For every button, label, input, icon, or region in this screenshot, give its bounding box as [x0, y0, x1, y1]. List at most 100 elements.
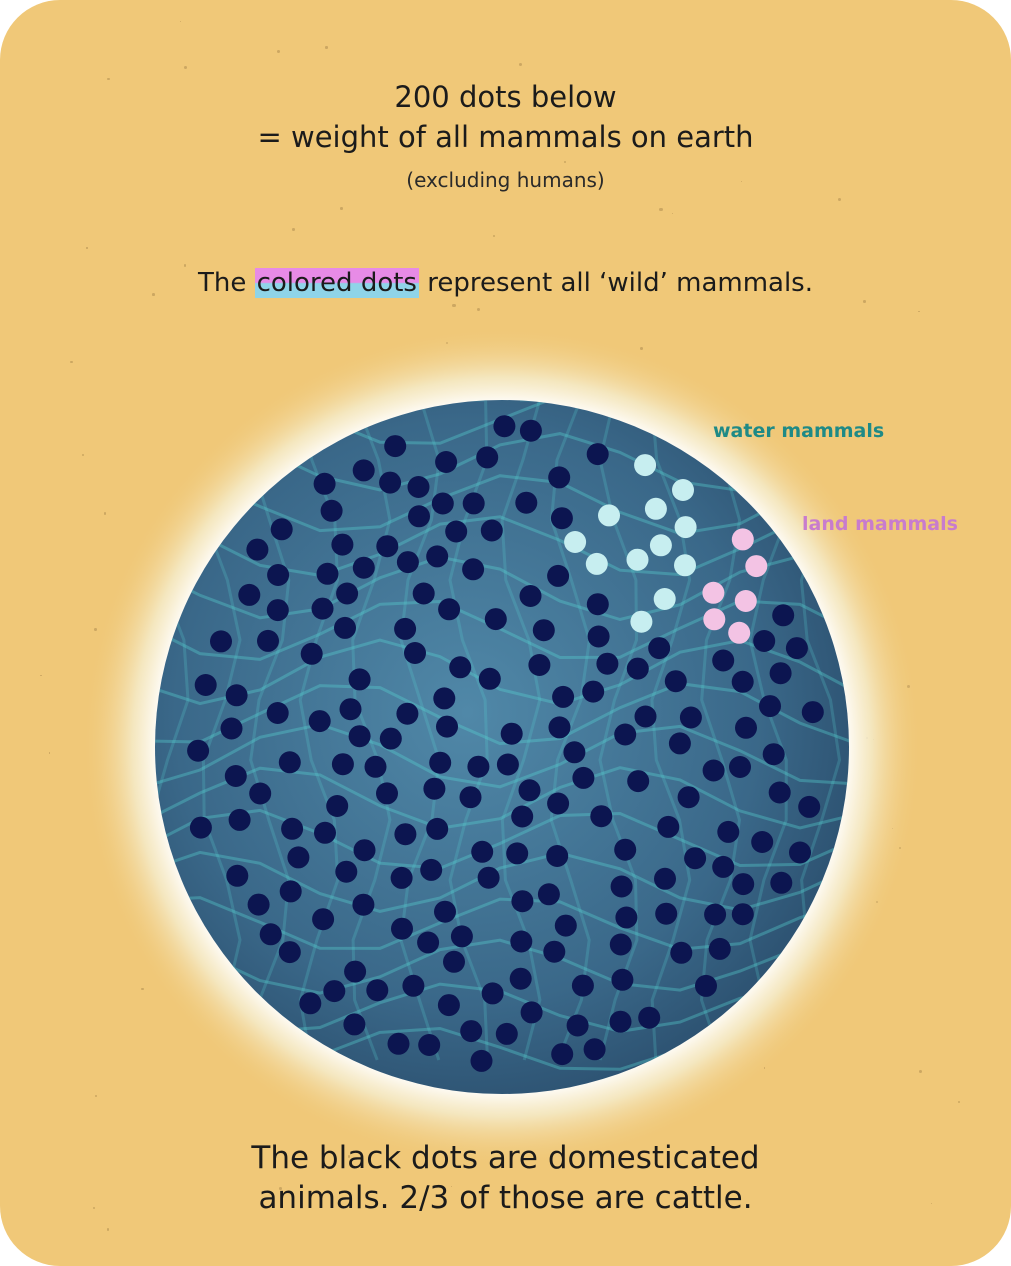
- domesticated-dot: [500, 722, 523, 745]
- domesticated-dot: [348, 668, 371, 691]
- domesticated-dot: [695, 974, 717, 997]
- domesticated-dot: [287, 846, 310, 869]
- domesticated-dot: [470, 1049, 493, 1072]
- domesticated-dot: [433, 687, 456, 710]
- domesticated-dot: [429, 751, 452, 774]
- domesticated-dot: [586, 443, 609, 466]
- ripple-line: [155, 599, 849, 661]
- domesticated-dot: [278, 751, 301, 774]
- paper-speck: [450, 1185, 453, 1188]
- domesticated-dot: [493, 415, 516, 438]
- intro-text: The colored dots represent all ‘wild’ ma…: [0, 268, 1011, 298]
- domesticated-dot: [312, 908, 335, 931]
- domesticated-dot: [449, 656, 472, 679]
- water-mammal-dot: [626, 548, 649, 571]
- domesticated-dot: [731, 903, 754, 926]
- domesticated-dot: [708, 937, 731, 960]
- domesticated-dot: [668, 732, 691, 755]
- paper-speck: [452, 303, 456, 308]
- domesticated-dot: [467, 755, 490, 778]
- domesticated-dot: [376, 535, 399, 558]
- paper-speck: [278, 1186, 282, 1190]
- domesticated-dot: [445, 520, 468, 543]
- domesticated-dot: [189, 816, 212, 839]
- domesticated-dot: [423, 777, 446, 800]
- land-mammal-dot: [728, 621, 751, 644]
- domesticated-dot: [316, 562, 339, 585]
- domesticated-dot: [509, 967, 532, 990]
- domesticated-dot: [735, 716, 757, 739]
- water-mammal-dot: [653, 588, 676, 610]
- paper-speck: [70, 361, 73, 364]
- domesticated-dot: [648, 637, 671, 660]
- domesticated-dot: [543, 940, 566, 963]
- land-mammal-dot: [745, 555, 768, 578]
- domesticated-dot: [246, 538, 269, 561]
- paper-speck: [292, 227, 296, 231]
- domesticated-dot: [762, 743, 785, 766]
- domesticated-dot: [266, 599, 289, 622]
- ripple-line: [155, 682, 849, 747]
- domesticated-dot: [299, 992, 322, 1015]
- paper-speck: [82, 453, 85, 457]
- paper-speck: [659, 208, 663, 212]
- water-mammal-dot: [634, 454, 657, 477]
- domesticated-dot: [712, 855, 735, 878]
- domesticated-dot: [563, 741, 586, 764]
- domesticated-dot: [225, 684, 248, 707]
- paper-speck: [106, 1228, 109, 1231]
- water-mammal-dot: [564, 531, 587, 553]
- intro-before: The: [197, 268, 255, 298]
- domesticated-dot: [732, 873, 755, 896]
- domesticated-dot: [496, 753, 519, 776]
- domesticated-dot: [187, 739, 210, 762]
- paper-speck: [640, 346, 643, 350]
- domesticated-dot: [586, 593, 609, 616]
- domesticated-dot: [717, 820, 740, 843]
- domesticated-dot: [396, 551, 419, 574]
- water-mammal-dot: [630, 610, 653, 633]
- domesticated-dot: [547, 564, 570, 587]
- domesticated-dot: [279, 880, 302, 903]
- domesticated-dot: [334, 616, 356, 639]
- domesticated-dot: [320, 499, 343, 522]
- domesticated-dot: [278, 941, 301, 964]
- domesticated-dot: [596, 652, 619, 675]
- domesticated-dot: [459, 786, 482, 809]
- legend-water-mammals: water mammals: [713, 420, 885, 442]
- domesticated-dot: [789, 841, 811, 864]
- domesticated-dot: [323, 980, 346, 1003]
- domesticated-dot: [352, 893, 375, 916]
- domesticated-dot: [712, 649, 735, 672]
- domesticated-dot: [387, 1032, 410, 1055]
- domesticated-dot: [704, 903, 727, 926]
- domesticated-dot: [326, 795, 349, 817]
- domesticated-dot: [426, 817, 449, 840]
- domesticated-dot: [518, 779, 541, 802]
- domesticated-dot: [519, 419, 542, 442]
- domesticated-dot: [611, 968, 634, 991]
- domesticated-dot: [638, 1006, 661, 1029]
- paper-speck: [671, 212, 674, 215]
- paper-speck: [86, 247, 88, 249]
- paper-speck: [103, 512, 107, 515]
- domesticated-dot: [462, 492, 485, 515]
- domesticated-dot: [582, 680, 605, 703]
- domesticated-dot: [220, 717, 243, 740]
- domesticated-dot: [532, 619, 555, 642]
- paper-speck: [183, 65, 187, 69]
- land-mammal-dot: [702, 581, 725, 604]
- domesticated-dot: [548, 466, 571, 489]
- domesticated-dot: [228, 808, 251, 831]
- domesticated-dot: [224, 765, 247, 787]
- domesticated-dot: [270, 518, 293, 541]
- domesticated-dot: [281, 817, 304, 840]
- domesticated-dot: [249, 782, 272, 805]
- domesticated-dot: [753, 630, 776, 652]
- domesticated-dot: [476, 446, 499, 469]
- domesticated-dot: [460, 1020, 483, 1043]
- ripple-line: [649, 400, 692, 1061]
- domesticated-dot: [657, 815, 680, 838]
